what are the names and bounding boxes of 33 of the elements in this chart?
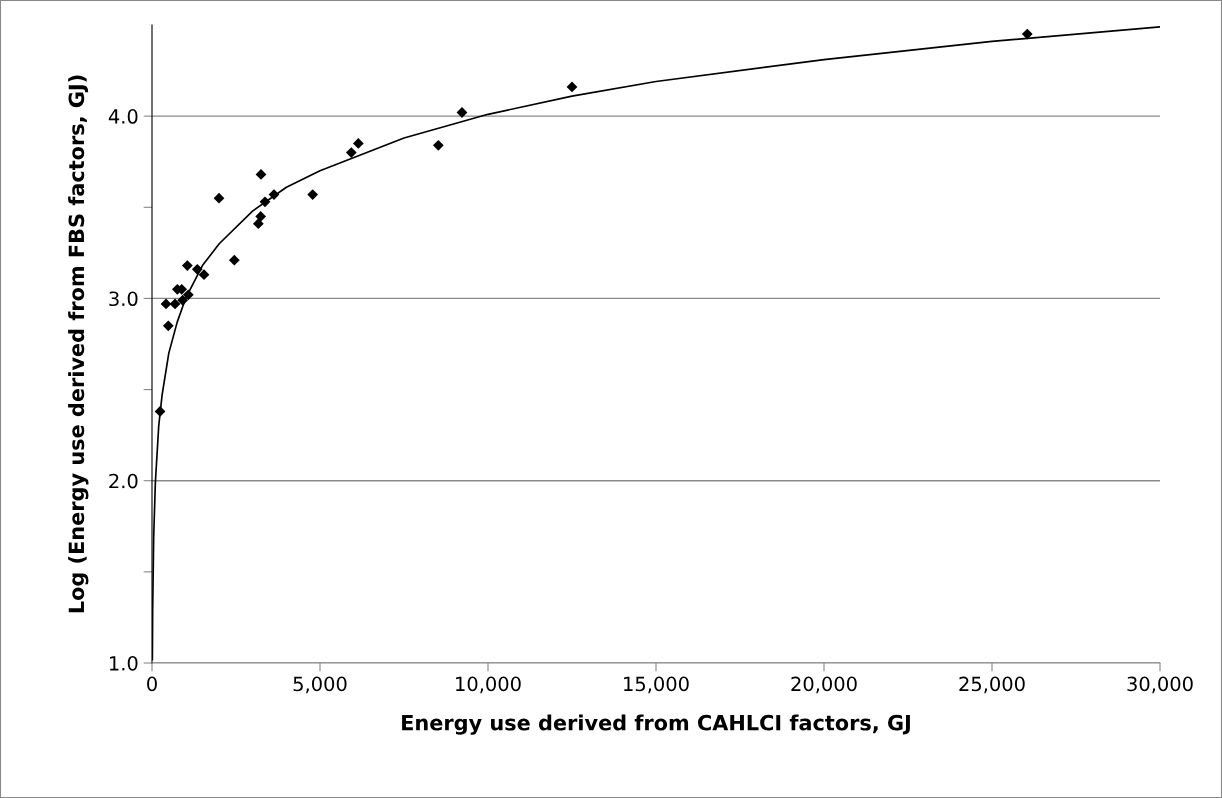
point	[160, 298, 172, 310]
point	[228, 254, 240, 266]
point	[154, 406, 166, 417]
point	[432, 139, 444, 151]
y-tick-label: 1.0	[110, 655, 138, 671]
point	[198, 269, 210, 281]
point	[352, 138, 364, 149]
point	[1021, 28, 1033, 40]
point	[182, 289, 194, 301]
y-tick-label: 4.0	[108, 109, 138, 124]
y-tick-label: 2.0	[109, 473, 138, 489]
x-tick-label: 20,000	[791, 676, 857, 694]
point	[259, 196, 271, 208]
x-tick-label: 10,000	[456, 676, 521, 694]
point	[181, 260, 193, 271]
point	[213, 192, 225, 204]
x-tick-label: 15,000	[624, 676, 689, 694]
x-tick-label: 25,000	[959, 676, 1025, 694]
x-axis-title: Energy use derived from CAHLCI factors, GJ	[402, 714, 910, 735]
x-tick-label: 30,000	[1127, 676, 1193, 694]
y-tick-label: 3.0	[109, 291, 138, 307]
y-axis-title: Log (Energy use derived from FBS factors, GJ)	[68, 75, 89, 613]
x-tick-label: 0	[147, 676, 157, 692]
point	[177, 294, 189, 306]
point	[255, 211, 267, 222]
point	[191, 263, 203, 275]
point	[307, 189, 319, 200]
point	[162, 320, 174, 332]
point	[169, 298, 181, 310]
x-tick-label: 5,000	[293, 676, 347, 694]
point	[566, 81, 578, 93]
point	[345, 147, 357, 158]
point	[252, 218, 264, 230]
